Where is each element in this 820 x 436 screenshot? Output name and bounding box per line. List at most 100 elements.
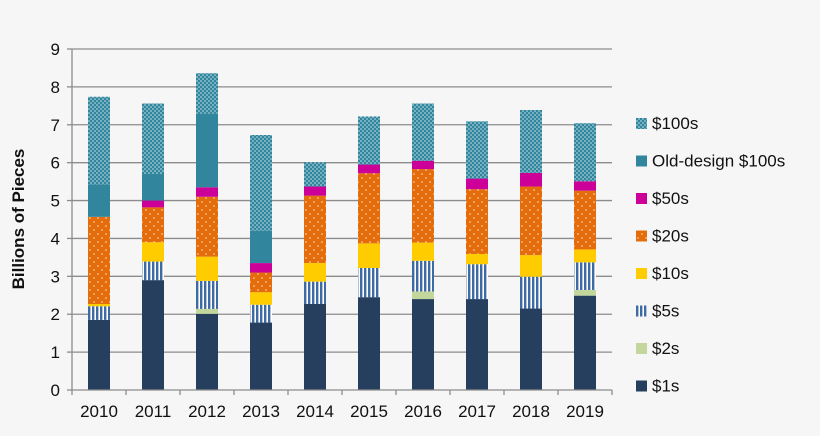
x-tick-label: 2014 [296,402,334,421]
legend-label: $2s [652,339,679,358]
bar-segment--100s [88,96,110,185]
legend: $100s Old-design $100s $50s $20s $10s $5s $2s $… [636,114,785,396]
bar-segment--20s [520,186,542,256]
bar-segment--10s [574,249,596,263]
bar-segment--5s [358,267,380,298]
bar-segment--2s [196,308,218,314]
bar-segment--10s [196,256,218,281]
bar-segment--50s [574,181,596,191]
bar-segment--50s [466,178,488,190]
bar-segment--100s [412,103,434,161]
bar-segment--5s [466,264,488,300]
x-tick-label: 2017 [458,402,496,421]
legend-label: Old-design $100s [652,152,785,171]
bar-segment--1s [574,295,596,390]
bar-segment-old-design-100s [196,113,218,188]
bar-segment--1s [196,313,218,390]
legend-label: $50s [652,189,689,208]
bar-segment--5s [520,276,542,309]
bar-segment--100s [196,73,218,114]
legend-swatch [636,118,647,129]
y-tick-label: 3 [51,267,60,286]
x-tick-label: 2012 [188,402,226,421]
y-tick-label: 9 [51,40,60,59]
bar-segment--20s [88,216,110,304]
bar-segment--100s [250,135,272,231]
legend-label: $20s [652,227,689,246]
bar-segment-old-design-100s [88,184,110,217]
x-tick-label: 2016 [404,402,442,421]
bar-segment-old-design-100s [142,174,164,201]
bar-segment--1s [250,322,272,390]
y-tick-label: 8 [51,78,60,97]
bar-segment--5s [142,261,164,281]
x-tick-label: 2013 [242,402,280,421]
bar-segment--5s [412,260,434,292]
bar-segment--5s [304,281,326,304]
bar-segment--1s [466,299,488,390]
y-tick-label: 4 [51,229,60,248]
x-tick-label: 2011 [135,402,172,421]
x-tick-label: 2018 [512,402,550,421]
x-tick-label: 2019 [566,402,604,421]
bar-segment--1s [304,303,326,390]
x-tick-label: 2010 [80,402,118,421]
bar-segment--2s [412,291,434,300]
bar-segment--5s [574,262,596,290]
legend-swatch [636,268,647,279]
legend-label: $10s [652,264,689,283]
bar-segment--50s [142,200,164,208]
y-tick-label: 6 [51,154,60,173]
legend-label: $100s [652,114,698,133]
bar-segment--2s [574,289,596,296]
bar-segment--50s [520,172,542,187]
bar-segment--1s [412,299,434,390]
x-tick-label: 2015 [350,402,388,421]
legend-swatch [636,343,647,354]
bar-segment--5s [88,306,110,320]
bar-segment--50s [196,187,218,197]
legend-swatch [636,155,647,167]
legend-swatch [636,230,647,242]
legend-label: $1s [652,377,679,396]
bar-segment--10s [412,242,434,261]
bar-segment--1s [520,308,542,390]
bar-segment--1s [88,319,110,390]
bar-segment--20s [304,195,326,264]
bar-segment--100s [358,116,380,165]
bar-segment--100s [520,110,542,173]
bar-segment--50s [412,160,434,170]
bar-segment--10s [142,242,164,262]
bar-segment--50s [304,186,326,196]
legend-swatch [636,193,647,204]
bar-segment--10s [358,243,380,268]
bars [88,73,596,390]
y-tick-label: 5 [51,192,60,211]
bar-segment-old-design-100s [250,230,272,264]
bar-segment--10s [466,253,488,265]
bar-segment--20s [196,196,218,257]
bar-segment--100s [466,121,488,179]
axes: 0 1 2 3 4 5 6 7 8 9 2010 2011 2012 2013 2014 2015 2016 20… [51,40,613,421]
bar-segment--1s [142,280,164,390]
y-tick-label: 0 [51,381,60,400]
bar-segment--10s [520,255,542,277]
y-axis-label: Billions of Pieces [9,149,28,290]
bar-segment--20s [142,207,164,243]
legend-swatch [636,305,647,317]
bar-segment--50s [358,164,380,174]
bar-segment--100s [304,162,326,187]
bar-segment--5s [196,280,218,309]
y-tick-label: 1 [51,343,60,362]
legend-label: $5s [652,302,679,321]
bar-segment--20s [358,173,380,244]
legend-swatch [636,380,647,392]
bar-segment--10s [88,303,110,307]
bar-segment--20s [574,190,596,250]
bar-segment--5s [250,304,272,323]
bar-segment--20s [466,189,488,254]
bar-segment--50s [250,263,272,273]
bar-segment--10s [250,292,272,305]
bar-segment--1s [358,297,380,390]
